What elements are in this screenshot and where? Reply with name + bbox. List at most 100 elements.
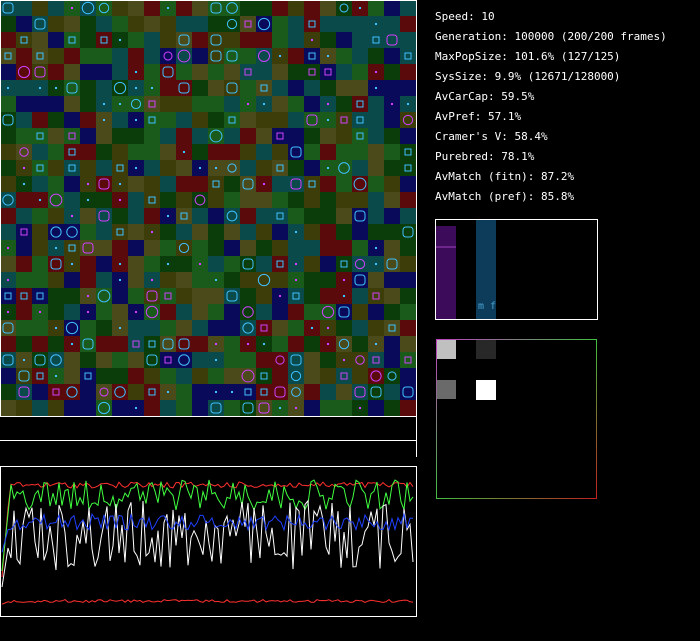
agent — [87, 183, 89, 185]
cell — [352, 16, 368, 32]
cell — [224, 272, 240, 288]
cell — [400, 272, 416, 288]
cell — [160, 320, 176, 336]
cell — [0, 224, 16, 240]
agent — [135, 119, 137, 121]
cell — [368, 400, 384, 416]
cell — [240, 64, 256, 80]
cell — [96, 320, 112, 336]
cell — [80, 16, 96, 32]
cell — [176, 176, 192, 192]
cell — [288, 128, 304, 144]
cell — [176, 192, 192, 208]
cell — [64, 288, 80, 304]
cell — [304, 240, 320, 256]
stat-line: AvPref: 57.1% — [435, 110, 521, 123]
agent — [39, 199, 41, 201]
cell — [208, 240, 224, 256]
cell — [80, 352, 96, 368]
cell — [144, 240, 160, 256]
cell — [32, 160, 48, 176]
cell — [320, 16, 336, 32]
cell — [112, 336, 128, 352]
cell — [384, 272, 400, 288]
cell — [176, 0, 192, 16]
cell — [336, 128, 352, 144]
agent — [295, 279, 297, 281]
cell — [32, 176, 48, 192]
cell — [64, 192, 80, 208]
cell — [112, 16, 128, 32]
cell — [368, 112, 384, 128]
cell — [352, 128, 368, 144]
cell — [352, 224, 368, 240]
cell — [240, 240, 256, 256]
cell — [240, 272, 256, 288]
cell — [352, 288, 368, 304]
cell — [176, 224, 192, 240]
cell — [208, 144, 224, 160]
cell — [112, 128, 128, 144]
cell — [288, 80, 304, 96]
stat-line: MaxPopSize: 101.6% (127/125) — [435, 50, 620, 63]
cell — [96, 384, 112, 400]
cell — [160, 304, 176, 320]
cell — [352, 240, 368, 256]
agent — [39, 87, 41, 89]
cell — [224, 400, 240, 416]
cell — [176, 336, 192, 352]
agent — [327, 343, 329, 345]
cell — [368, 128, 384, 144]
cell — [384, 384, 400, 400]
cell — [256, 160, 272, 176]
cell — [16, 224, 32, 240]
cell — [160, 32, 176, 48]
cell — [304, 400, 320, 416]
cell — [400, 224, 416, 240]
cell — [32, 256, 48, 272]
cell — [352, 144, 368, 160]
cell — [288, 176, 304, 192]
cell — [32, 16, 48, 32]
cell — [144, 112, 160, 128]
cell — [128, 0, 144, 16]
cell — [368, 352, 384, 368]
cell — [96, 80, 112, 96]
cell — [224, 368, 240, 384]
cell — [144, 256, 160, 272]
cell — [32, 128, 48, 144]
cell — [320, 288, 336, 304]
cell — [208, 16, 224, 32]
cell — [96, 352, 112, 368]
cell — [224, 160, 240, 176]
cell — [336, 256, 352, 272]
cell — [176, 32, 192, 48]
cell — [224, 16, 240, 32]
cell — [384, 208, 400, 224]
cell — [48, 304, 64, 320]
cell — [400, 32, 416, 48]
cell — [128, 128, 144, 144]
cell — [272, 336, 288, 352]
cell — [80, 336, 96, 352]
cell — [0, 112, 16, 128]
cell — [176, 128, 192, 144]
cell — [288, 208, 304, 224]
cell — [0, 320, 16, 336]
cell — [256, 64, 272, 80]
cell — [112, 160, 128, 176]
agent — [55, 375, 57, 377]
cell — [368, 48, 384, 64]
agent — [311, 327, 313, 329]
cell — [384, 144, 400, 160]
cell — [368, 0, 384, 16]
agent — [151, 87, 153, 89]
cell — [96, 256, 112, 272]
cell — [80, 160, 96, 176]
cell — [160, 224, 176, 240]
cell — [224, 192, 240, 208]
agent — [183, 151, 185, 153]
cell — [288, 32, 304, 48]
cell — [352, 80, 368, 96]
cell — [304, 384, 320, 400]
